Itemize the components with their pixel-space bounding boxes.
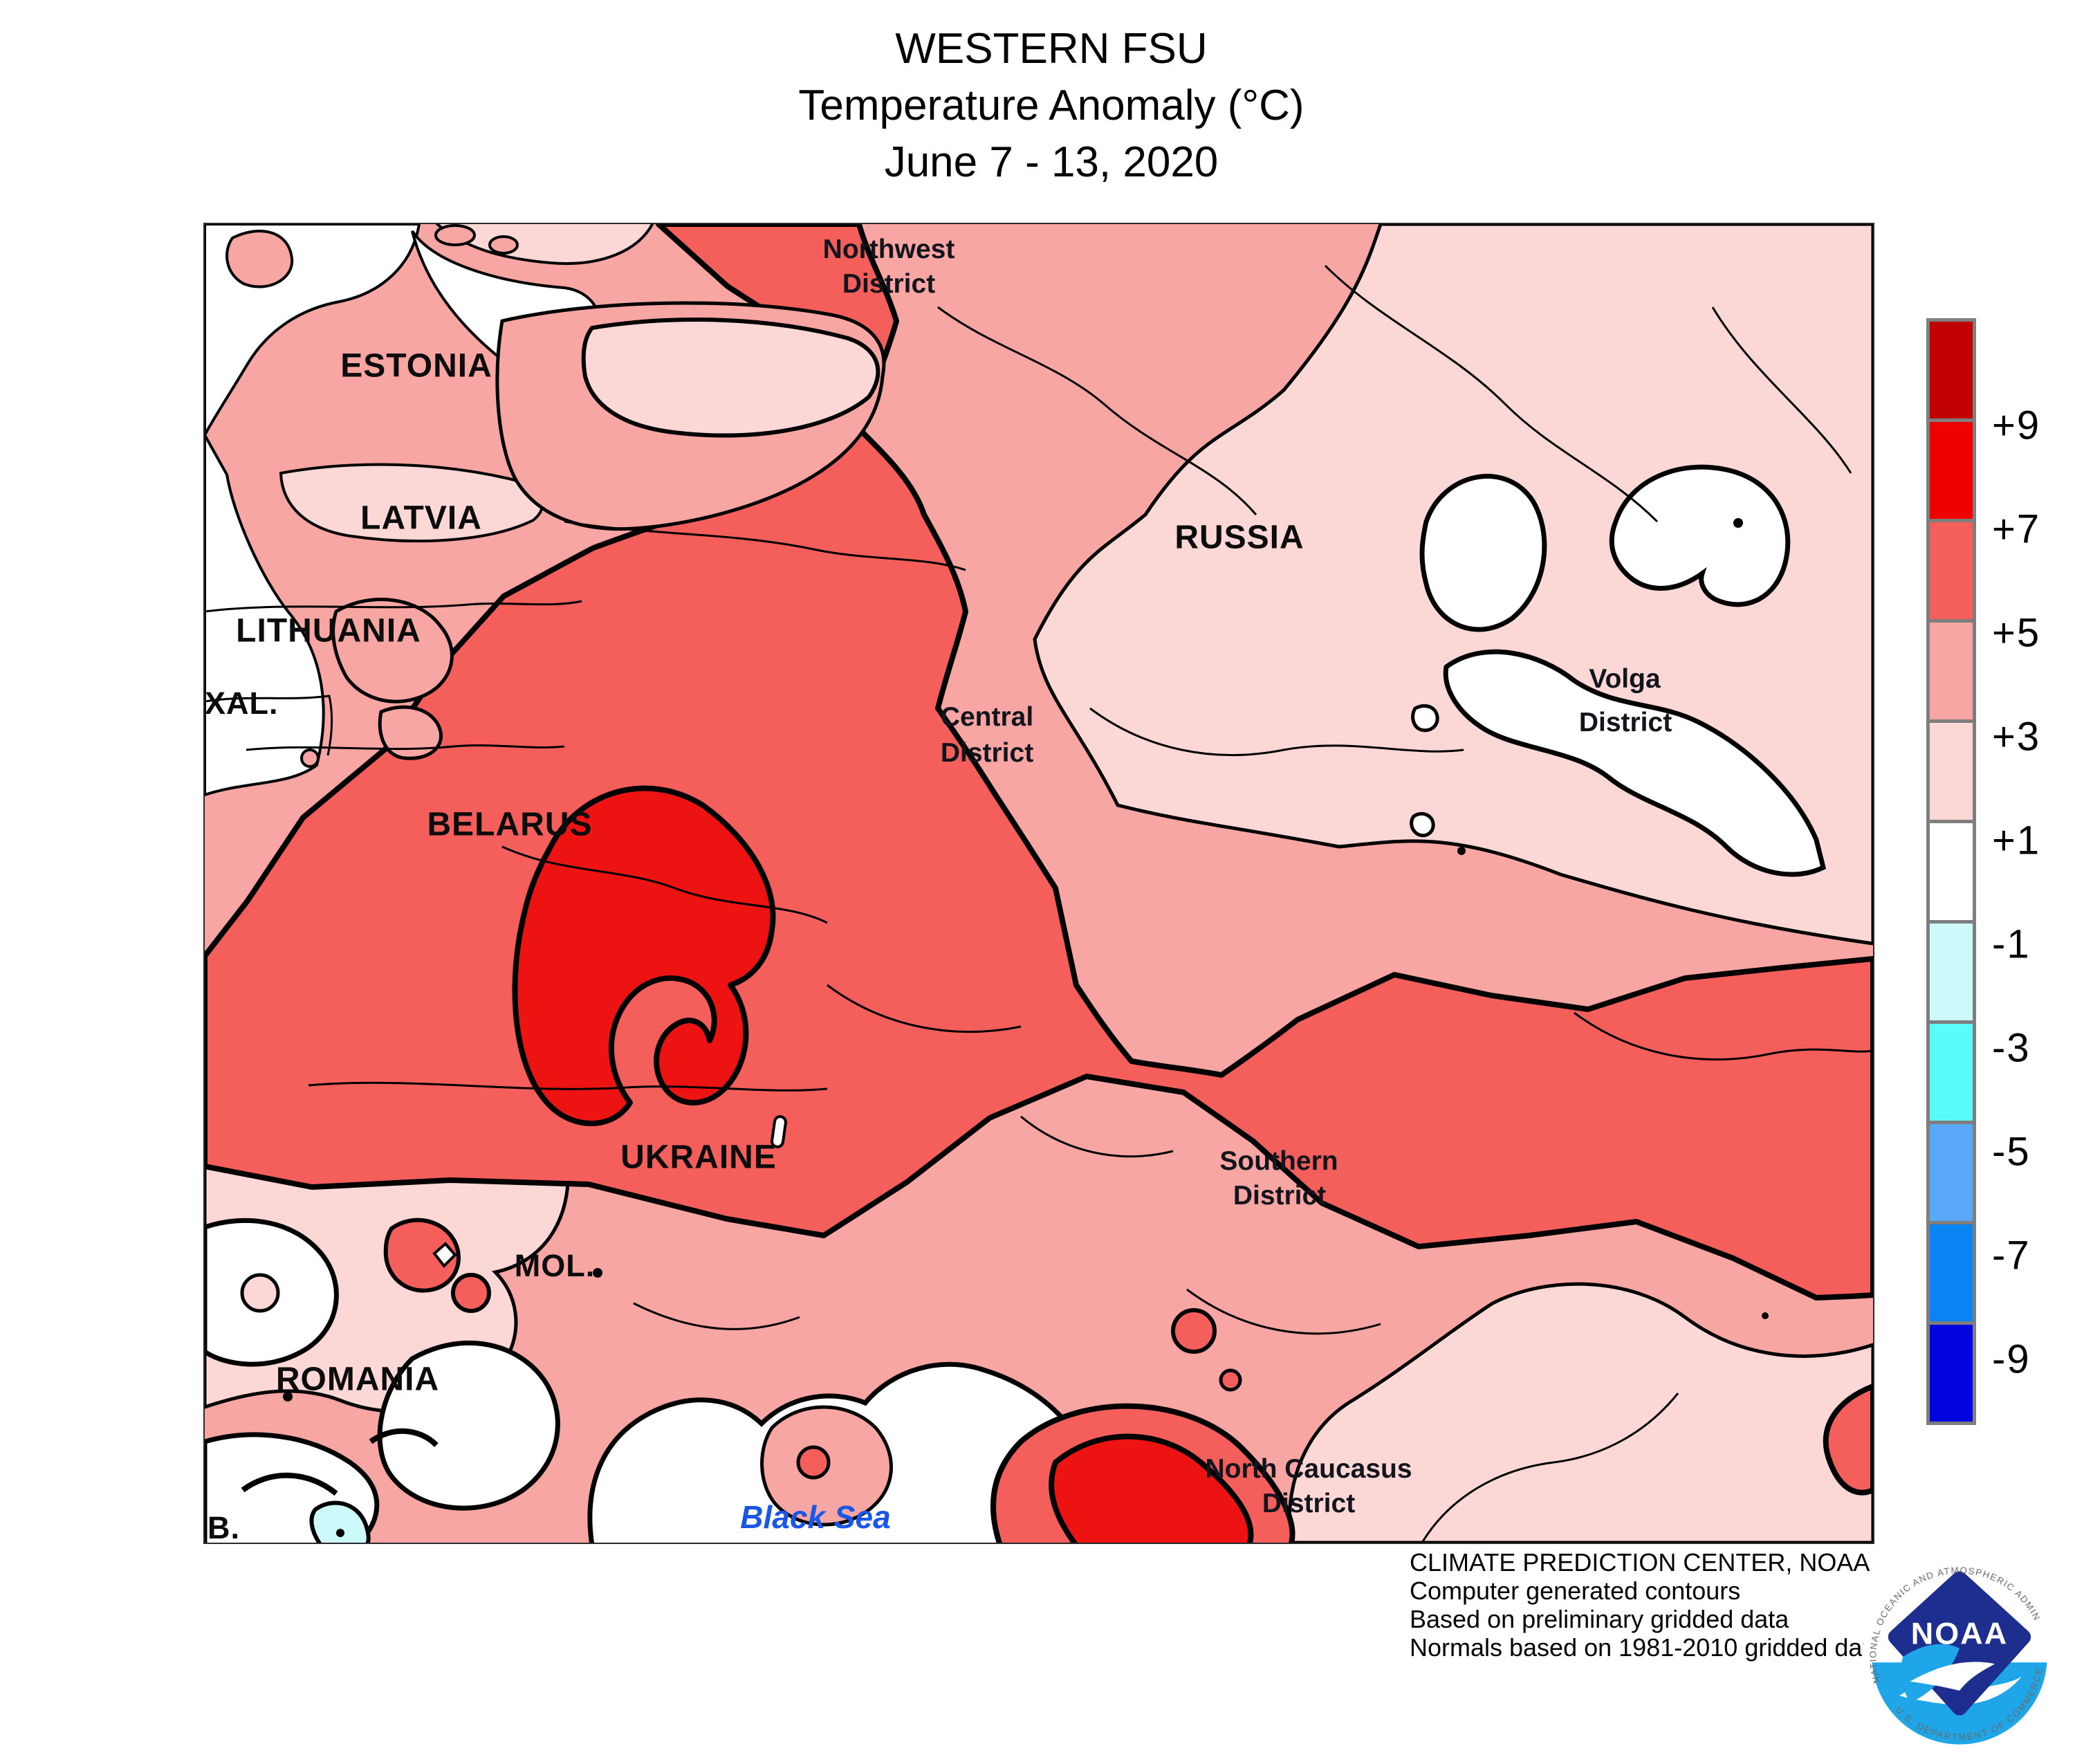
legend-swatch-m1-3 bbox=[1926, 920, 1976, 1024]
attribution-line-1: CLIMATE PREDICTION CENTER, NOAA bbox=[1410, 1548, 1870, 1577]
legend-tick-m5: -5 bbox=[1992, 1129, 2031, 1175]
attribution-line-4: Normals based on 1981-2010 gridded data bbox=[1410, 1633, 1883, 1662]
legend-tick-p7: +7 bbox=[1992, 506, 2041, 552]
logo-shield bbox=[1888, 1571, 2031, 1716]
volga-white-islet bbox=[1411, 704, 1439, 733]
legend-swatch-gt9 bbox=[1926, 318, 1976, 422]
label-northwest-district-2: District bbox=[842, 269, 936, 299]
legend-swatch-m5-7 bbox=[1926, 1121, 1976, 1224]
title-date-range: June 7 - 13, 2020 bbox=[884, 138, 1219, 186]
thick-contour-arc bbox=[241, 1472, 338, 1496]
label-north-caucasus-district-2: District bbox=[1262, 1489, 1356, 1518]
island-hiiumaa bbox=[378, 705, 443, 760]
island bbox=[300, 748, 320, 768]
noaa-logo: NOAA NATIONAL OCEANIC AND ATMOSPHERIC AD… bbox=[1861, 1558, 2057, 1754]
legend-tick-p9: +9 bbox=[1992, 403, 2041, 448]
legend-tick-m3: -3 bbox=[1992, 1025, 2031, 1071]
pale-ring bbox=[240, 1273, 280, 1313]
crimea-hot-spot bbox=[796, 1445, 831, 1480]
legend-swatch-1-3 bbox=[1926, 719, 1976, 823]
region-hot-belarus bbox=[512, 785, 776, 1126]
legend-tick-m1: -1 bbox=[1992, 921, 2031, 967]
legend-colorbar: +9 +7 +5 +3 +1 -1 -3 -5 -7 -9 bbox=[1926, 318, 2039, 1425]
label-moldova: MOL. bbox=[514, 1248, 596, 1283]
label-latvia: LATVIA bbox=[360, 499, 482, 537]
label-bulgaria: B. bbox=[208, 1510, 240, 1544]
island-saaremaa bbox=[331, 598, 454, 704]
legend-swatch-5-7 bbox=[1926, 519, 1976, 623]
label-lithuania: LITHUANIA bbox=[236, 612, 421, 650]
white-sliver bbox=[771, 1115, 787, 1148]
moldova-hot-spot bbox=[451, 1273, 491, 1313]
contour-dot bbox=[1733, 518, 1743, 528]
logo-seagull-wing bbox=[1910, 1662, 1995, 1691]
caucasus-core bbox=[1049, 1433, 1254, 1543]
volga-white-west bbox=[1419, 474, 1547, 632]
contour-dot bbox=[1762, 1312, 1769, 1319]
label-russia: RUSSIA bbox=[1174, 519, 1304, 556]
anomaly-contour-graphic bbox=[205, 224, 1873, 1543]
legend-tick-p3: +3 bbox=[1992, 714, 2041, 760]
attribution-line-3: Based on preliminary gridded data bbox=[1410, 1605, 1789, 1633]
label-ukraine: UKRAINE bbox=[620, 1139, 777, 1176]
moldova-hot-spot bbox=[383, 1218, 461, 1293]
region-estonia-pale bbox=[581, 318, 880, 438]
contour-dot bbox=[593, 1268, 602, 1278]
legend-swatch-0 bbox=[1926, 820, 1976, 924]
scandinavia-corner bbox=[225, 230, 294, 288]
label-north-caucasus-district-1: North Caucasus bbox=[1205, 1454, 1412, 1484]
anomaly-map: Northwest District ESTONIA LATVIA LITHUA… bbox=[203, 223, 1874, 1544]
attribution-line-2: Computer generated contours bbox=[1410, 1577, 1741, 1605]
map-title-block: WESTERN FSU Temperature Anomaly (°C) Jun… bbox=[798, 21, 1304, 191]
title-region: WESTERN FSU bbox=[895, 25, 1208, 73]
label-volga-district-2: District bbox=[1578, 708, 1672, 737]
legend-swatch-7-9 bbox=[1926, 419, 1976, 522]
contour-dot bbox=[1457, 847, 1466, 855]
label-southern-district-2: District bbox=[1233, 1181, 1327, 1211]
legend-tick-m7: -7 bbox=[1992, 1233, 2031, 1278]
title-variable: Temperature Anomaly (°C) bbox=[798, 82, 1304, 129]
label-southern-district-1: Southern bbox=[1219, 1146, 1338, 1176]
label-central-district-1: Central bbox=[940, 702, 1034, 732]
white-patch-south bbox=[377, 1340, 560, 1511]
label-northwest-district-1: Northwest bbox=[822, 235, 955, 264]
volga-white-east bbox=[1609, 464, 1791, 607]
cool-spot bbox=[309, 1500, 371, 1543]
label-kaliningrad: XAL. bbox=[205, 686, 279, 721]
tiny-white-diamond bbox=[432, 1242, 457, 1269]
legend-swatch-m7-9 bbox=[1926, 1221, 1976, 1325]
admin-boundaries bbox=[205, 264, 1873, 1543]
logo-acronym: NOAA bbox=[1911, 1616, 2008, 1651]
volga-white-islet bbox=[1410, 811, 1435, 838]
attribution-block: CLIMATE PREDICTION CENTER, NOAA Computer… bbox=[1410, 1548, 1883, 1662]
contour-dot bbox=[283, 1392, 293, 1402]
hot-spot bbox=[1171, 1308, 1217, 1354]
legend-tick-p5: +5 bbox=[1992, 610, 2041, 656]
region-pale-southeast bbox=[1287, 1282, 1873, 1543]
legend-tick-m9: -9 bbox=[1992, 1336, 2031, 1382]
thick-contour-arc bbox=[369, 1428, 439, 1447]
contour-dot bbox=[336, 1529, 344, 1537]
label-black-sea: Black Sea bbox=[740, 1499, 891, 1535]
label-belarus: BELARUS bbox=[427, 806, 593, 843]
legend-swatch-ltm9 bbox=[1926, 1321, 1976, 1425]
legend-tick-p1: +1 bbox=[1992, 818, 2041, 863]
caspian-red-finger bbox=[1823, 1383, 1873, 1496]
label-romania: ROMANIA bbox=[275, 1361, 440, 1398]
legend-swatch-m3-5 bbox=[1926, 1020, 1976, 1124]
label-volga-district-1: Volga bbox=[1589, 664, 1661, 694]
region-pale-riga bbox=[279, 463, 544, 543]
hot-spot bbox=[1219, 1368, 1242, 1392]
legend-swatch-3-5 bbox=[1926, 619, 1976, 723]
island bbox=[488, 235, 519, 255]
baltic-west-coast bbox=[205, 432, 325, 797]
label-central-district-2: District bbox=[940, 738, 1034, 768]
island bbox=[434, 224, 476, 246]
label-estonia: ESTONIA bbox=[340, 347, 492, 385]
volga-white-south bbox=[1443, 649, 1827, 877]
